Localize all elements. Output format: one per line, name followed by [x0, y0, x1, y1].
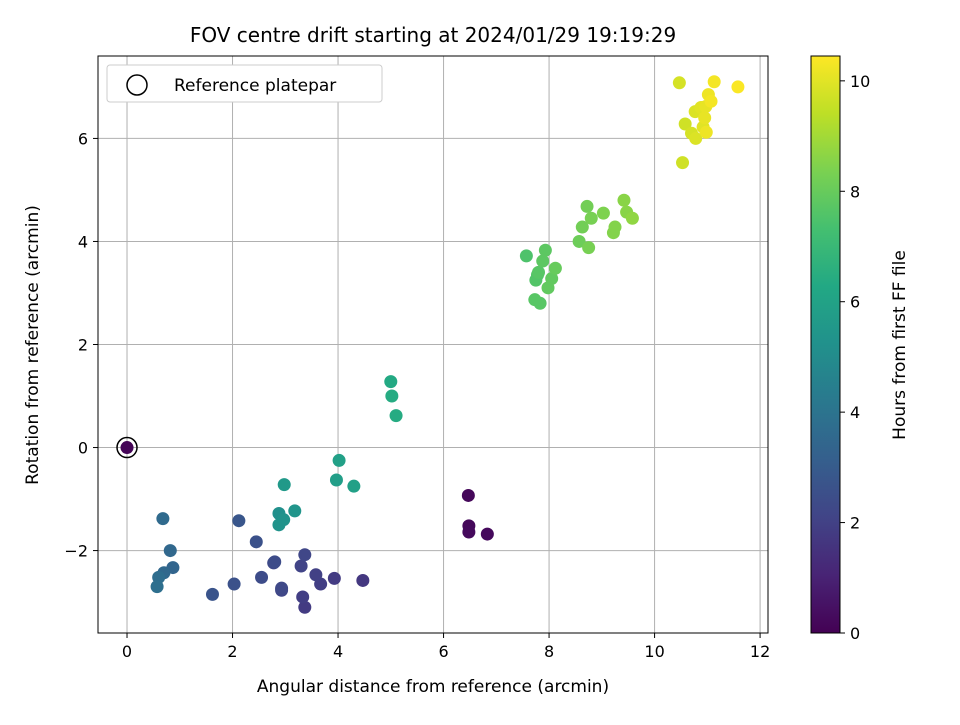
- y-tick-label: 2: [78, 336, 88, 355]
- data-point: [617, 193, 631, 207]
- data-point: [545, 272, 559, 286]
- x-tick-label: 0: [122, 642, 132, 661]
- data-point: [575, 220, 589, 234]
- x-tick-label: 2: [227, 642, 237, 661]
- legend-box: [106, 64, 383, 103]
- colorbar-tick-label: 6: [850, 293, 860, 312]
- data-point: [385, 389, 399, 403]
- data-point: [580, 199, 594, 213]
- y-axis-label: Rotation from reference (arcmin): [23, 205, 43, 485]
- data-point: [538, 243, 552, 257]
- data-point: [596, 206, 610, 220]
- data-point: [625, 211, 639, 225]
- x-tick-label: 12: [750, 642, 770, 661]
- data-point: [608, 220, 622, 234]
- data-point: [519, 249, 533, 263]
- data-point: [249, 535, 263, 549]
- colorbar-tick-label: 0: [850, 624, 860, 643]
- data-point: [480, 527, 494, 541]
- legend-entry-label: Reference platepar: [174, 76, 336, 96]
- data-point: [255, 570, 269, 584]
- data-point: [389, 409, 403, 423]
- data-point: [120, 441, 134, 455]
- data-point: [689, 131, 703, 145]
- data-point: [707, 75, 721, 89]
- data-point: [699, 125, 713, 139]
- y-tick-label: 6: [78, 129, 88, 148]
- data-point: [156, 512, 170, 526]
- data-point: [332, 453, 346, 467]
- colorbar-label: Hours from first FF file: [890, 250, 910, 440]
- data-point: [384, 375, 398, 389]
- colorbar-tick-label: 10: [850, 72, 870, 91]
- reference-platepar-marker: [116, 436, 138, 459]
- data-point: [462, 525, 476, 539]
- data-points: [116, 75, 745, 614]
- data-point: [329, 473, 343, 487]
- x-tick-label: 10: [644, 642, 664, 661]
- colorbar-ticks: 0 2 4 6 8 10: [840, 72, 870, 643]
- data-point: [536, 254, 550, 268]
- data-point: [298, 548, 312, 562]
- data-point: [268, 555, 282, 569]
- x-tick-label: 6: [438, 642, 448, 661]
- data-point: [309, 568, 323, 582]
- y-tick-label: 4: [78, 232, 88, 251]
- data-point: [704, 94, 718, 108]
- data-point: [584, 211, 598, 225]
- data-point: [572, 234, 586, 248]
- y-tick-label: 0: [78, 439, 88, 458]
- data-point: [698, 111, 712, 125]
- data-point: [288, 504, 302, 518]
- legend-reference-marker: [126, 74, 148, 96]
- data-point: [296, 590, 310, 604]
- colorbar-tick-label: 8: [850, 182, 860, 201]
- y-axis-ticks: −2 0 2 4 6: [64, 129, 98, 561]
- colorbar-gradient: [810, 55, 841, 634]
- x-axis-label: Angular distance from reference (arcmin): [257, 677, 609, 697]
- data-point: [347, 479, 361, 493]
- colorbar: 0 2 4 6 8 10 Hours from first FF file: [810, 55, 910, 643]
- grid-lines: [98, 56, 768, 633]
- x-axis-ticks: 0 2 4 6 8 10 12: [122, 633, 770, 661]
- x-tick-label: 4: [333, 642, 343, 661]
- data-point: [277, 513, 291, 527]
- y-tick-label: −2: [64, 542, 88, 561]
- data-point: [532, 265, 546, 279]
- data-point: [227, 577, 241, 591]
- data-point: [298, 600, 312, 614]
- data-point: [548, 261, 562, 275]
- colorbar-tick-label: 4: [850, 403, 860, 422]
- data-point: [672, 76, 686, 90]
- data-point: [205, 587, 219, 601]
- data-point: [275, 581, 289, 595]
- colorbar-tick-label: 2: [850, 514, 860, 533]
- data-point: [676, 156, 690, 170]
- data-point: [163, 544, 177, 558]
- data-point: [150, 580, 164, 594]
- data-point: [678, 117, 692, 131]
- data-point: [461, 488, 475, 502]
- data-point: [533, 296, 547, 310]
- data-point: [232, 514, 246, 528]
- data-point: [294, 559, 308, 573]
- data-point: [327, 571, 341, 585]
- x-tick-label: 8: [544, 642, 554, 661]
- data-point: [582, 241, 596, 255]
- legend: Reference platepar: [106, 64, 383, 103]
- data-point: [731, 80, 745, 94]
- data-point: [277, 478, 291, 492]
- data-point: [356, 573, 370, 587]
- chart-title: FOV centre drift starting at 2024/01/29 …: [190, 23, 676, 47]
